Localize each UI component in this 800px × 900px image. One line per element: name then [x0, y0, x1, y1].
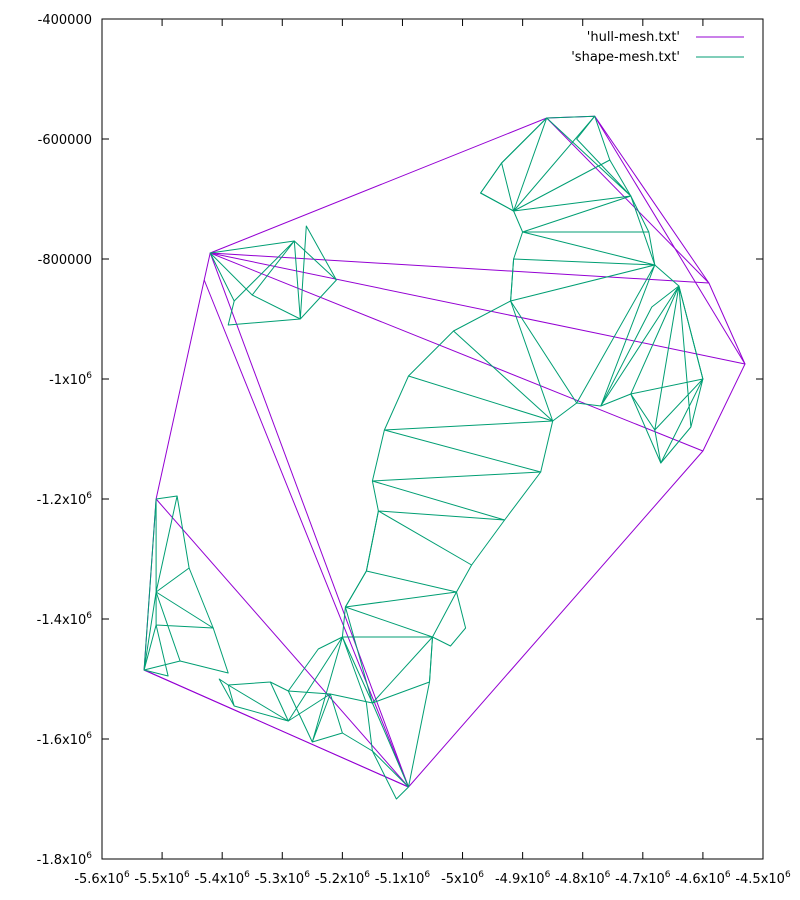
series-1-segment — [342, 570, 457, 704]
y-tick-label-exponent: 6 — [86, 731, 92, 741]
x-tick-label-exponent: 6 — [184, 870, 190, 880]
y-tick-label: -1.6x106 — [37, 731, 93, 748]
series-1-segment — [143, 495, 229, 674]
x-tick-label-exponent: 6 — [124, 870, 130, 880]
series-layer — [143, 115, 746, 800]
x-tick-label: -5.6x106 — [74, 870, 130, 887]
series-0-segment — [210, 252, 709, 284]
x-tick-label-exponent: 6 — [364, 870, 370, 880]
x-tick-label: -5.3x106 — [255, 870, 311, 887]
legend-label-1: 'shape-mesh.txt' — [571, 50, 680, 65]
series-1-segment — [218, 678, 289, 722]
series-1-segment — [143, 495, 214, 677]
x-tick-label-exponent: 6 — [665, 870, 671, 880]
x-tick-label: -5.1x106 — [375, 870, 431, 887]
y-tick-label: -600000 — [38, 133, 92, 148]
series-0-segment — [155, 498, 409, 788]
series-0 — [143, 115, 746, 788]
y-tick-label: -1.2x106 — [37, 491, 93, 508]
y-tick-label-base: -600000 — [38, 133, 92, 148]
x-tick-label: -5.5x106 — [134, 870, 190, 887]
series-1-segment — [233, 240, 337, 302]
axis-ticks: -5.6x106 -5.5x106 -5.4x106 -5.3x106 -5.2x106… — [37, 13, 791, 887]
y-tick-label: -1x106 — [49, 371, 92, 388]
series-1-segment — [371, 702, 409, 800]
x-tick-label-base: -4.7x10 — [615, 872, 665, 887]
y-tick-label: -1.8x106 — [37, 851, 93, 868]
x-tick-label-base: -5.6x10 — [74, 872, 124, 887]
y-tick-label-exponent: 6 — [86, 491, 92, 501]
y-tick-label-base: -800000 — [38, 253, 92, 268]
y-tick-label-base: -1.8x10 — [37, 853, 87, 868]
x-tick-label-exponent: 6 — [244, 870, 250, 880]
series-0-segment — [210, 252, 704, 452]
x-tick-label-base: -5.2x10 — [315, 872, 365, 887]
y-tick-label-base: -400000 — [38, 13, 92, 28]
y-tick-label-base: -1x10 — [49, 373, 86, 388]
x-tick-label-base: -5.3x10 — [255, 872, 305, 887]
x-tick-label-exponent: 6 — [605, 870, 611, 880]
series-0-segment — [143, 669, 409, 788]
x-tick-label-base: -5.5x10 — [134, 872, 184, 887]
x-tick-label: -4.6x106 — [675, 870, 731, 887]
x-tick-label: -4.8x106 — [555, 870, 611, 887]
x-tick-label-base: -4.6x10 — [675, 872, 725, 887]
series-0-segment — [210, 252, 746, 365]
x-tick-label: -4.5x106 — [735, 870, 791, 887]
series-1-segment — [546, 115, 632, 197]
x-tick-label: -5.4x106 — [195, 870, 251, 887]
x-tick-label-base: -4.9x10 — [495, 872, 545, 887]
x-tick-label: -5x106 — [441, 870, 484, 887]
y-tick-label: -1.4x106 — [37, 611, 93, 628]
legend: 'hull-mesh.txt' 'shape-mesh.txt' — [571, 30, 744, 65]
x-tick-label-exponent: 6 — [424, 870, 430, 880]
x-tick-label: -4.7x106 — [615, 870, 671, 887]
x-tick-label: -5.2x106 — [315, 870, 371, 887]
series-1-segment — [365, 115, 656, 572]
x-tick-label-exponent: 6 — [478, 870, 484, 880]
x-tick-label-base: -4.5x10 — [735, 872, 785, 887]
x-tick-label-exponent: 6 — [725, 870, 731, 880]
series-0-segment — [143, 115, 746, 788]
y-tick-label: -800000 — [38, 253, 92, 268]
series-1-segment — [576, 264, 704, 464]
series-0-segment — [546, 117, 710, 284]
y-tick-label-exponent: 6 — [86, 611, 92, 621]
y-tick-label-base: -1.6x10 — [37, 733, 87, 748]
y-tick-label-exponent: 6 — [86, 371, 92, 381]
series-0-segment — [594, 115, 746, 365]
y-tick-label-exponent: 6 — [86, 851, 92, 861]
x-tick-label-base: -5.4x10 — [195, 872, 245, 887]
x-tick-label-exponent: 6 — [304, 870, 310, 880]
y-tick-label-base: -1.2x10 — [37, 493, 87, 508]
x-tick-label-exponent: 6 — [785, 870, 791, 880]
legend-label-0: 'hull-mesh.txt' — [587, 30, 680, 45]
series-1-segment — [630, 195, 656, 266]
x-tick-label-base: -4.8x10 — [555, 872, 605, 887]
series-1-segment — [600, 285, 680, 407]
series-0-segment — [203, 279, 409, 788]
y-tick-label-base: -1.4x10 — [37, 613, 87, 628]
x-tick-label-base: -5x10 — [441, 872, 478, 887]
series-1-segment — [209, 225, 337, 326]
x-tick-label: -4.9x106 — [495, 870, 551, 887]
series-1-segment — [228, 636, 373, 752]
series-0-segment — [209, 252, 409, 788]
x-tick-label-exponent: 6 — [545, 870, 551, 880]
series-1 — [143, 115, 704, 800]
y-tick-label: -400000 — [38, 13, 92, 28]
plot-frame — [101, 18, 764, 860]
series-1-segment — [227, 636, 373, 722]
series-1-segment — [341, 115, 704, 788]
x-tick-label-base: -5.1x10 — [375, 872, 425, 887]
